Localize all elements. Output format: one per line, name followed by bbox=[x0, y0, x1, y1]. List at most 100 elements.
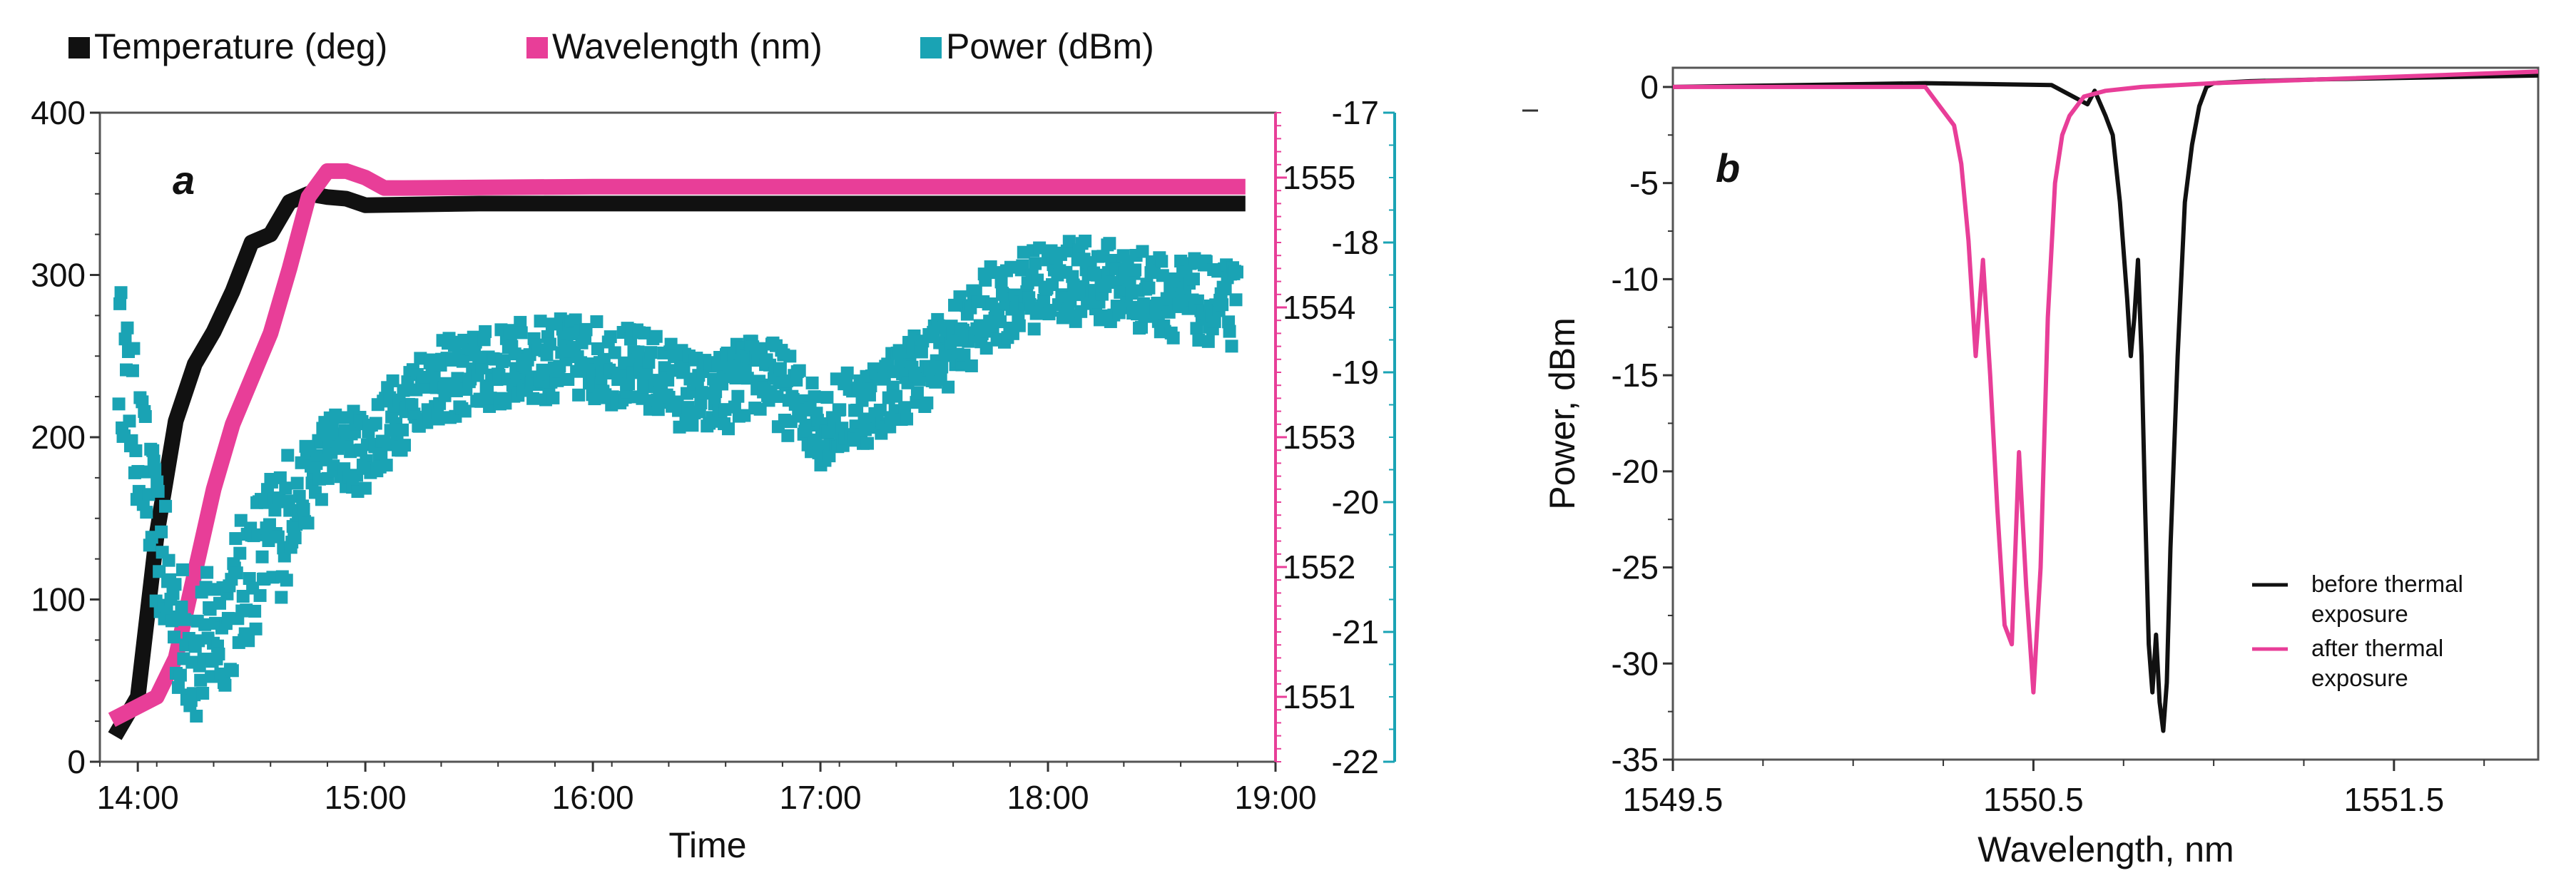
wavelength-line bbox=[108, 163, 1246, 728]
power-marker bbox=[860, 437, 874, 450]
power-marker bbox=[178, 613, 191, 626]
power-marker bbox=[212, 647, 225, 660]
power-marker bbox=[168, 578, 182, 591]
power-marker bbox=[504, 327, 517, 341]
x-tick-label-a: 19:00 bbox=[1234, 779, 1316, 816]
power-marker bbox=[783, 349, 797, 363]
power-marker bbox=[935, 360, 949, 374]
power-marker bbox=[755, 342, 768, 355]
power-marker bbox=[127, 342, 141, 355]
legend-item-power: Power (dBm) bbox=[920, 26, 1154, 66]
power-marker bbox=[979, 342, 993, 355]
legend-a: Temperature (deg) Wavelength (nm) Power … bbox=[68, 26, 1154, 66]
y-tick-label-left: 300 bbox=[31, 257, 86, 294]
power-marker bbox=[781, 429, 795, 442]
power-marker bbox=[1004, 260, 1017, 274]
y-tick-label-b: -5 bbox=[1629, 165, 1659, 202]
power-marker bbox=[148, 463, 162, 476]
power-marker bbox=[738, 409, 751, 422]
power-marker bbox=[915, 345, 928, 359]
power-marker bbox=[1012, 319, 1026, 332]
power-marker bbox=[167, 631, 180, 644]
power-marker bbox=[1229, 293, 1243, 307]
y-tick-label-b: -10 bbox=[1612, 260, 1659, 297]
power-marker bbox=[190, 710, 203, 723]
power-marker bbox=[920, 396, 934, 409]
power-marker bbox=[694, 397, 708, 410]
y-tick-label-b: 0 bbox=[1640, 68, 1659, 106]
power-marker bbox=[614, 367, 628, 381]
legend-item-after: after thermal exposure bbox=[2252, 635, 2443, 691]
power-marker bbox=[661, 373, 675, 387]
power-marker bbox=[138, 410, 152, 424]
power-marker bbox=[808, 390, 821, 404]
power-marker bbox=[151, 484, 165, 498]
power-marker bbox=[579, 323, 593, 337]
power-marker bbox=[793, 364, 806, 377]
power-marker bbox=[242, 634, 255, 648]
y-tick-label-left: 100 bbox=[31, 581, 86, 618]
power-marker bbox=[243, 572, 256, 586]
series-layer-a bbox=[108, 163, 1246, 740]
y-tick-label-b: -20 bbox=[1612, 453, 1659, 490]
power-marker bbox=[514, 326, 528, 340]
power-marker bbox=[271, 530, 285, 543]
legend-swatch-power bbox=[920, 37, 942, 58]
power-marker bbox=[840, 366, 854, 379]
x-axis-title-b: Wavelength, nm bbox=[1977, 830, 2234, 869]
series-layer-b bbox=[1672, 69, 2539, 733]
power-marker bbox=[677, 359, 691, 373]
power-marker bbox=[121, 321, 134, 335]
power-marker bbox=[200, 566, 214, 579]
power-marker bbox=[534, 315, 547, 328]
power-marker bbox=[114, 286, 128, 300]
x-tick-label-b: 1551.5 bbox=[2343, 781, 2444, 818]
y-tick-label-power: -18 bbox=[1332, 224, 1379, 261]
power-marker bbox=[173, 668, 187, 682]
power-marker bbox=[458, 404, 472, 418]
power-marker bbox=[225, 664, 239, 678]
power-marker bbox=[622, 377, 636, 391]
power-marker bbox=[1223, 325, 1236, 338]
legend-label-after-line1: after thermal bbox=[2311, 635, 2443, 661]
y-tick-label-wavelength: 1552 bbox=[1283, 548, 1355, 586]
power-marker bbox=[160, 602, 173, 616]
power-marker bbox=[275, 591, 288, 604]
power-marker bbox=[1060, 244, 1074, 257]
power-marker bbox=[281, 449, 295, 462]
legend-label-temperature: Temperature (deg) bbox=[94, 26, 387, 66]
y-tick-label-wavelength: 1553 bbox=[1283, 419, 1355, 456]
power-marker bbox=[910, 387, 924, 400]
power-marker bbox=[230, 566, 243, 580]
y-tick-label-power: -17 bbox=[1332, 94, 1379, 131]
legend-swatch-wavelength bbox=[526, 37, 548, 58]
legend-label-before-line2: exposure bbox=[2311, 601, 2408, 627]
power-marker bbox=[175, 563, 189, 576]
power-marker bbox=[642, 355, 656, 369]
power-marker bbox=[253, 588, 267, 602]
power-marker bbox=[315, 493, 328, 506]
power-marker bbox=[964, 359, 978, 372]
power-marker bbox=[218, 678, 232, 692]
power-marker bbox=[162, 553, 175, 567]
panel-letter-a: a bbox=[173, 158, 195, 203]
power-marker bbox=[1218, 282, 1232, 296]
power-marker bbox=[136, 395, 149, 409]
power-marker bbox=[479, 325, 492, 338]
power-marker bbox=[731, 389, 745, 403]
y-tick-label-left: 200 bbox=[31, 419, 86, 456]
legend-label-wavelength: Wavelength (nm) bbox=[552, 26, 823, 66]
power-marker bbox=[249, 622, 263, 636]
power-marker bbox=[194, 673, 208, 687]
y-tick-label-power: -19 bbox=[1332, 354, 1379, 391]
power-marker bbox=[773, 362, 787, 375]
power-marker bbox=[813, 439, 827, 453]
power-marker bbox=[514, 315, 527, 329]
power-marker bbox=[198, 618, 212, 631]
power-marker bbox=[255, 550, 269, 563]
power-marker bbox=[572, 388, 586, 402]
power-marker bbox=[649, 330, 663, 343]
power-marker bbox=[1230, 265, 1243, 279]
